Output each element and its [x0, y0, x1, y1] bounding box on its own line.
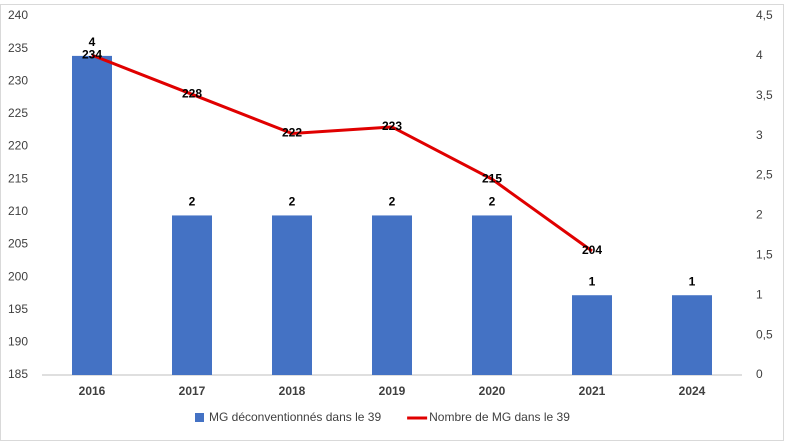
bar: [172, 215, 212, 375]
x-tick-label: 2019: [379, 384, 406, 398]
data-label: 204: [582, 243, 602, 257]
y2-tick-label: 2,5: [756, 168, 773, 182]
y2-tick-label: 4,5: [756, 8, 773, 22]
data-label: 2: [389, 195, 396, 209]
data-label: 1: [589, 274, 596, 288]
bar: [572, 295, 612, 375]
legend-swatch: [195, 413, 204, 422]
data-label: 234: [82, 47, 102, 61]
x-tick-label: 2020: [479, 384, 506, 398]
legend-label: Nombre de MG dans le 39: [429, 410, 570, 424]
bar: [372, 215, 412, 375]
data-label: 2: [489, 195, 496, 209]
x-tick-label: 2021: [579, 384, 606, 398]
data-label: 2: [189, 195, 196, 209]
y-tick-label: 185: [8, 367, 28, 381]
x-tick-label: 2017: [179, 384, 206, 398]
y-tick-label: 195: [8, 302, 28, 316]
y-tick-label: 225: [8, 106, 28, 120]
data-label: 1: [689, 274, 696, 288]
line: [91, 53, 593, 253]
y2-tick-label: 1,5: [756, 248, 773, 262]
y-tick-label: 230: [8, 73, 28, 87]
y-tick-label: 200: [8, 269, 28, 283]
data-label: 223: [382, 119, 402, 133]
data-label: 222: [282, 126, 302, 140]
y-tick-label: 215: [8, 171, 28, 185]
legend-label: MG déconventionnés dans le 39: [209, 410, 381, 424]
y-tick-label: 240: [8, 8, 28, 22]
y-tick-label: 235: [8, 41, 28, 55]
bar: [472, 215, 512, 375]
data-label: 215: [482, 171, 502, 185]
x-tick-label: 2018: [279, 384, 306, 398]
x-tick-label: 2016: [79, 384, 106, 398]
y2-tick-label: 2: [756, 208, 763, 222]
x-tick-label: 2024: [679, 384, 706, 398]
data-label: 4: [89, 35, 96, 49]
y-tick-label: 210: [8, 204, 28, 218]
y-tick-label: 205: [8, 237, 28, 251]
data-label: 2: [289, 195, 296, 209]
bar: [72, 55, 112, 376]
y-tick-label: 190: [8, 335, 28, 349]
data-label: 228: [182, 86, 202, 100]
bar: [272, 215, 312, 375]
bar: [672, 295, 712, 375]
y-tick-label: 220: [8, 139, 28, 153]
y2-tick-label: 4: [756, 48, 763, 62]
y2-tick-label: 3,5: [756, 88, 773, 102]
y2-tick-label: 3: [756, 128, 763, 142]
y2-tick-label: 1: [756, 287, 763, 301]
y2-tick-label: 0: [756, 367, 763, 381]
y2-tick-label: 0,5: [756, 327, 773, 341]
